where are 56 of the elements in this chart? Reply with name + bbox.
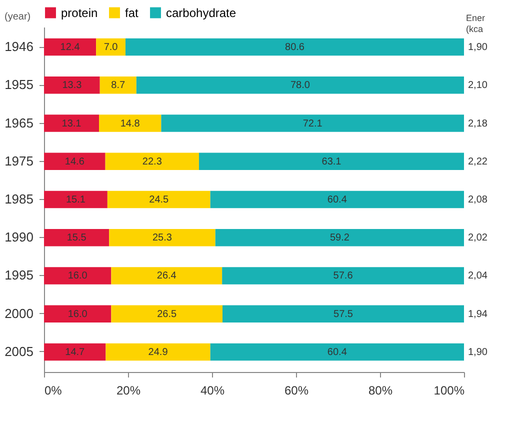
data-label: 22.3	[142, 156, 162, 168]
y-tick-label: 1965	[4, 115, 34, 130]
data-label: 13.1	[62, 118, 82, 130]
legend-label: carbohydrate	[166, 6, 236, 20]
data-label: 78.0	[290, 80, 310, 92]
data-label: 57.5	[334, 308, 354, 320]
y-tick-label: 2005	[4, 344, 34, 359]
y-tick-label: 2000	[4, 306, 34, 321]
text: 2,04	[468, 270, 488, 282]
x-tick-label: 20%	[116, 384, 141, 398]
y-tick-label: 1990	[4, 230, 34, 245]
text: 1,90	[468, 42, 488, 54]
y-tick-label: 1985	[4, 192, 34, 206]
text: 2,22	[468, 156, 488, 168]
data-label: 26.4	[156, 270, 177, 282]
data-label: 12.4	[60, 42, 80, 54]
data-label: 14.8	[120, 118, 140, 130]
y-axis-title: (year)	[4, 12, 31, 22]
text: 2,18	[468, 118, 488, 130]
data-label: 7.0	[104, 42, 118, 54]
data-label: 13.3	[62, 80, 82, 92]
text: Ener (kca	[466, 13, 486, 34]
x-tick-label: 40%	[200, 384, 225, 398]
data-label: 59.2	[330, 232, 350, 244]
x-tick-label: 0%	[44, 384, 62, 398]
data-label: 72.1	[302, 118, 323, 130]
data-label: 15.1	[66, 194, 86, 206]
x-tick-label: 80%	[368, 384, 393, 398]
data-label: 57.6	[333, 270, 354, 282]
y-tick-label: 1946	[4, 39, 34, 54]
y-tick-label: 1955	[4, 77, 34, 92]
data-label: 14.6	[64, 156, 85, 168]
data-label: 60.4	[327, 346, 348, 358]
legend-label: fat	[125, 6, 140, 20]
data-label: 14.7	[65, 346, 86, 358]
data-label: 24.5	[149, 194, 170, 206]
data-label: 16.0	[68, 308, 88, 320]
text: 2,02	[468, 232, 488, 244]
text: 2,10	[468, 80, 488, 92]
text: 1,94	[468, 308, 488, 320]
data-label: 24.9	[148, 346, 168, 358]
x-tick-label: 60%	[284, 384, 309, 398]
data-label: 15.5	[66, 232, 87, 244]
data-label: 8.7	[111, 80, 126, 92]
data-label: 80.6	[285, 42, 305, 54]
data-label: 26.5	[157, 308, 178, 320]
text: 1,90	[468, 346, 488, 358]
y-tick-label: 1975	[4, 153, 34, 168]
data-label: 25.3	[152, 232, 172, 244]
data-label: 63.1	[322, 156, 342, 168]
data-label: 16.0	[68, 270, 88, 282]
legend-label: protein	[61, 6, 98, 20]
text: 2,08	[468, 194, 488, 206]
y-tick-label: 1995	[4, 268, 34, 283]
x-tick-label: 100%	[434, 384, 465, 398]
data-label: 60.4	[327, 194, 348, 206]
